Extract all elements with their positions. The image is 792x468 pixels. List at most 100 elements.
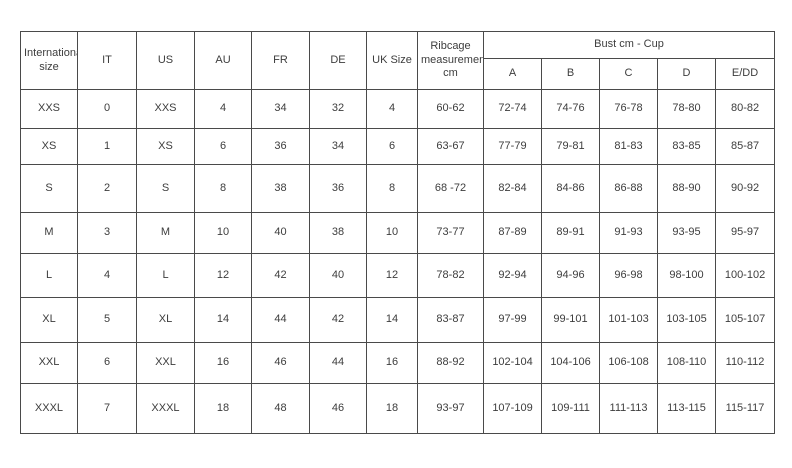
table-cell: 73-77 bbox=[417, 212, 484, 254]
table-cell: L bbox=[20, 253, 78, 298]
table-row: M 3 M 10 40 38 10 73-77 87-89 89-91 91-93 93-95 95-9… bbox=[20, 212, 776, 254]
table-cell: XXL bbox=[136, 342, 195, 384]
table-cell: L bbox=[136, 253, 195, 298]
table-row: S 2 S 8 38 36 8 68 -72 82-84 84-86 86-88 88-90 90-92 bbox=[20, 164, 776, 213]
table-cell: 110-112 bbox=[714, 342, 776, 384]
table-cell: 36 bbox=[309, 164, 367, 213]
table-cell: 98-100 bbox=[657, 253, 716, 298]
table-cell: XL bbox=[136, 297, 195, 343]
table-cell: 77-79 bbox=[483, 128, 542, 165]
table-cell: 3 bbox=[77, 212, 137, 254]
table-cell: 83-87 bbox=[417, 297, 484, 343]
table-cell: S bbox=[136, 164, 195, 213]
table-cell: 102-104 bbox=[483, 342, 542, 384]
table-cell: 82-84 bbox=[483, 164, 542, 213]
table-cell: 44 bbox=[251, 297, 310, 343]
table-cell: 36 bbox=[251, 128, 310, 165]
table-header: International size IT US AU FR DE UK Siz… bbox=[20, 31, 776, 90]
table-cell: 40 bbox=[309, 253, 367, 298]
table-cell: 78-82 bbox=[417, 253, 484, 298]
col-header-de: DE bbox=[309, 31, 367, 90]
table-cell: 5 bbox=[77, 297, 137, 343]
table-cell: 10 bbox=[194, 212, 252, 254]
table-cell: 79-81 bbox=[541, 128, 600, 165]
col-header-uk-size: UK Size bbox=[366, 31, 418, 90]
table-cell: 92-94 bbox=[483, 253, 542, 298]
table-body: XXS 0 XXS 4 34 32 4 60-62 72-74 74-76 76-78 78-80 80… bbox=[20, 89, 776, 434]
col-header-ribcage: Ribcage measurements cm bbox=[417, 31, 484, 90]
table-cell: 16 bbox=[366, 342, 418, 384]
table-cell: 88-92 bbox=[417, 342, 484, 384]
table-cell: 6 bbox=[366, 128, 418, 165]
table-cell: XS bbox=[20, 128, 78, 165]
table-cell: 34 bbox=[251, 89, 310, 129]
cup-header-e-dd: E/DD bbox=[714, 58, 776, 90]
table-cell: 8 bbox=[366, 164, 418, 213]
table-cell: 46 bbox=[309, 383, 367, 434]
header-row-cups: A B C D E/DD bbox=[21, 58, 776, 90]
table-cell: 105-107 bbox=[714, 297, 776, 343]
bust-cup-group-header: Bust cm - Cup bbox=[482, 31, 776, 59]
table-cell: 84-86 bbox=[541, 164, 600, 213]
table-cell: 10 bbox=[366, 212, 418, 254]
table-cell: 85-87 bbox=[714, 128, 776, 165]
size-chart-table: International size IT US AU FR DE UK Siz… bbox=[20, 31, 776, 434]
table-cell: 100-102 bbox=[714, 253, 776, 298]
table-cell: 109-111 bbox=[541, 383, 600, 434]
table-cell: 93-95 bbox=[657, 212, 716, 254]
table-cell: 113-115 bbox=[657, 383, 716, 434]
table-cell: 72-74 bbox=[483, 89, 542, 129]
table-cell: M bbox=[20, 212, 78, 254]
table-cell: 78-80 bbox=[657, 89, 716, 129]
table-cell: 96-98 bbox=[599, 253, 658, 298]
table-row: XL 5 XL 14 44 42 14 83-87 97-99 99-101 101-103 103-… bbox=[20, 297, 776, 343]
table-cell: 103-105 bbox=[657, 297, 716, 343]
table-cell: 8 bbox=[194, 164, 252, 213]
table-cell: 68 -72 bbox=[417, 164, 484, 213]
table-cell: 12 bbox=[366, 253, 418, 298]
cup-header-d: D bbox=[657, 58, 716, 90]
cup-header-a: A bbox=[483, 58, 542, 90]
table-cell: 16 bbox=[194, 342, 252, 384]
table-cell: 91-93 bbox=[599, 212, 658, 254]
table-row: XXL 6 XXL 16 46 44 16 88-92 102-104 104-106 106-10… bbox=[20, 342, 776, 384]
table-cell: S bbox=[20, 164, 78, 213]
table-cell: 94-96 bbox=[541, 253, 600, 298]
table-cell: 106-108 bbox=[599, 342, 658, 384]
table-cell: 60-62 bbox=[417, 89, 484, 129]
table-cell: 32 bbox=[309, 89, 367, 129]
table-cell: 6 bbox=[194, 128, 252, 165]
table-cell: 38 bbox=[309, 212, 367, 254]
table-cell: 18 bbox=[194, 383, 252, 434]
table-cell: 95-97 bbox=[714, 212, 776, 254]
table-cell: 4 bbox=[366, 89, 418, 129]
table-cell: 101-103 bbox=[599, 297, 658, 343]
table-cell: 14 bbox=[366, 297, 418, 343]
table-cell: XXS bbox=[20, 89, 78, 129]
col-header-it: IT bbox=[77, 31, 137, 90]
table-cell: 2 bbox=[77, 164, 137, 213]
col-header-international-size: International size bbox=[20, 31, 78, 90]
table-cell: XXXL bbox=[20, 383, 78, 434]
col-header-fr: FR bbox=[251, 31, 310, 90]
table-cell: 18 bbox=[366, 383, 418, 434]
col-header-us: US bbox=[136, 31, 195, 90]
table-cell: 93-97 bbox=[417, 383, 484, 434]
table-cell: 40 bbox=[251, 212, 310, 254]
table-cell: 97-99 bbox=[483, 297, 542, 343]
table-cell: 107-109 bbox=[483, 383, 542, 434]
table-cell: 108-110 bbox=[657, 342, 716, 384]
table-cell: 7 bbox=[77, 383, 137, 434]
table-cell: XXL bbox=[20, 342, 78, 384]
table-cell: XL bbox=[20, 297, 78, 343]
table-cell: 38 bbox=[251, 164, 310, 213]
table-cell: 99-101 bbox=[541, 297, 600, 343]
col-header-au: AU bbox=[194, 31, 252, 90]
table-cell: XXS bbox=[136, 89, 195, 129]
table-cell: 90-92 bbox=[714, 164, 776, 213]
table-cell: 42 bbox=[251, 253, 310, 298]
table-row: L 4 L 12 42 40 12 78-82 92-94 94-96 96-98 98-100 100… bbox=[20, 253, 776, 298]
cup-header-b: B bbox=[541, 58, 600, 90]
table-cell: 4 bbox=[77, 253, 137, 298]
